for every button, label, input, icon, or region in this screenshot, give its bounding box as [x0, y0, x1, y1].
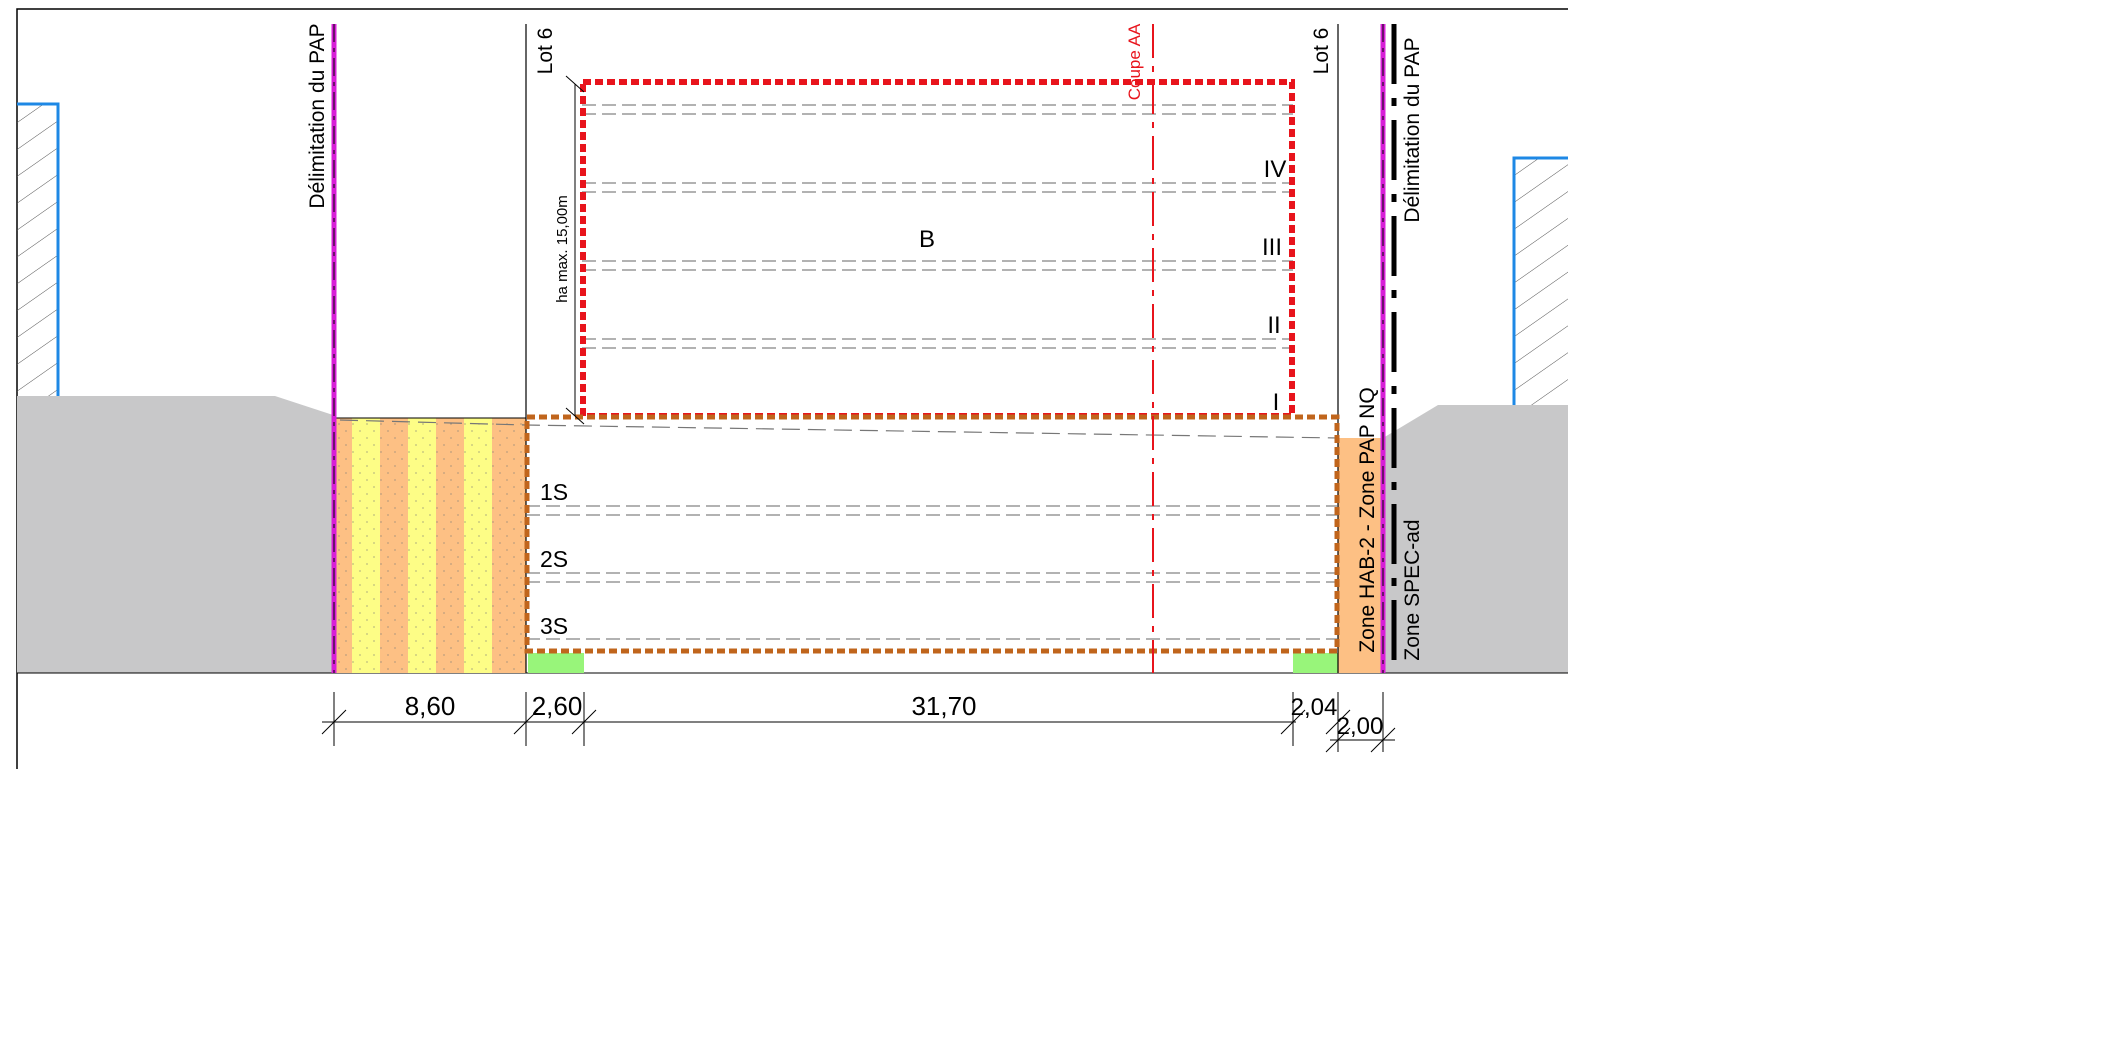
- section-cut-label: Coupe AA: [1125, 23, 1144, 100]
- basement-label-1: 1S: [540, 479, 568, 505]
- green-strip-left: [528, 653, 584, 673]
- basement-floor-lines: [526, 505, 1338, 640]
- zone-hab-label: Zone HAB-2 - Zone PAP NQ: [1356, 387, 1379, 652]
- level-label-3: III: [1262, 234, 1282, 261]
- dimension-2-60: 2,60: [532, 691, 583, 721]
- pap-boundary-label-left: Délimitation du PAP: [306, 23, 329, 208]
- lot-label-left: Lot 6: [534, 28, 557, 75]
- dimension-8-60: 8,60: [405, 691, 456, 721]
- zone-spec-label: Zone SPEC-ad: [1401, 519, 1424, 660]
- height-max-label: ha max. 15,00m: [554, 195, 571, 303]
- building-zone-label: B: [919, 226, 935, 253]
- pap-boundary-label-right: Délimitation du PAP: [1401, 37, 1424, 222]
- ground-right: [1383, 405, 1568, 673]
- level-label-1: I: [1273, 389, 1280, 416]
- basement-envelope: [524, 414, 1340, 654]
- basement-label-2: 2S: [540, 546, 568, 572]
- neighbor-building-left: [17, 102, 60, 396]
- dimension-chain: [321, 692, 1396, 753]
- neighbor-building-right: [1512, 156, 1568, 405]
- section-drawing: Délimitation du PAP Délimitation du PAP …: [16, 8, 1568, 769]
- basement-label-3: 3S: [540, 613, 568, 639]
- dimension-2-00: 2,00: [1337, 713, 1384, 740]
- height-dimension: [565, 75, 585, 425]
- dimension-2-04: 2,04: [1291, 694, 1338, 721]
- lot-label-right: Lot 6: [1310, 28, 1333, 75]
- ground-left: [17, 396, 333, 673]
- zone-band-right: [1338, 438, 1381, 673]
- section-svg: Délimitation du PAP Délimitation du PAP …: [16, 8, 1568, 769]
- level-label-2: II: [1267, 312, 1280, 339]
- level-label-4: IV: [1264, 156, 1287, 183]
- upper-floor-lines: [582, 104, 1293, 349]
- dimension-31-70: 31,70: [911, 691, 976, 721]
- building-envelope: [580, 79, 1295, 419]
- green-strip-right: [1293, 653, 1338, 673]
- public-space-striped: [336, 417, 526, 673]
